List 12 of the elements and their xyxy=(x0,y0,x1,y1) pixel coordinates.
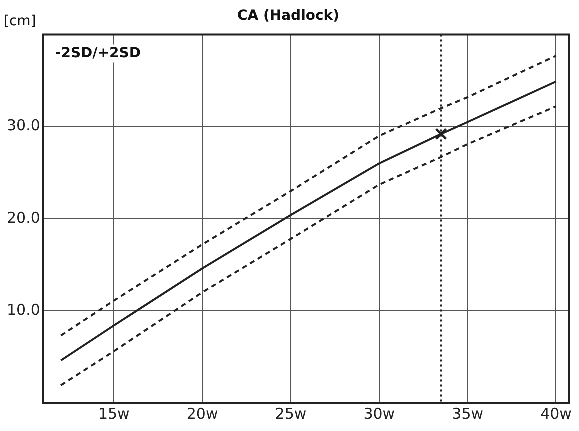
y-tick-label: 30.0 xyxy=(6,116,40,135)
x-tick-label: 35w xyxy=(452,404,484,423)
x-tick-label: 25w xyxy=(275,404,307,423)
chart-title: CA (Hadlock) xyxy=(238,8,340,24)
annotation: -2SD/+2SD xyxy=(55,45,141,62)
x-tick-label: 30w xyxy=(364,404,396,423)
y-tick-label: 20.0 xyxy=(6,208,40,227)
x-tick-label: 20w xyxy=(186,404,218,423)
x-tick-label: 40w xyxy=(540,404,572,423)
y-tick-label: 10.0 xyxy=(6,300,40,319)
x-tick-label: 15w xyxy=(98,404,130,423)
y-axis-title: [cm] xyxy=(4,13,36,30)
